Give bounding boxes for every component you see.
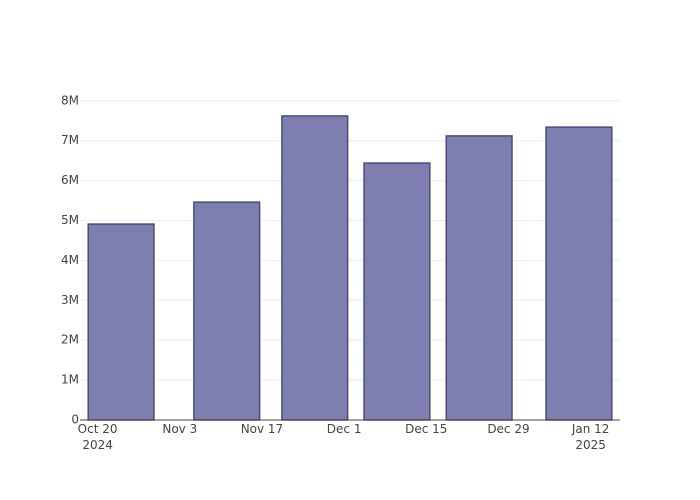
x-tick-label: Dec 29 [487,422,530,436]
y-tick-label: 3M [61,293,79,307]
bar [281,115,349,421]
x-tick-label: Jan 12 2025 [571,422,610,452]
y-tick-label: 0 [71,413,79,427]
bar [363,162,431,421]
y-tick-label: 2M [61,333,79,347]
y-tick-label: 8M [61,93,79,107]
bar [193,201,261,421]
y-tick-label: 6M [61,173,79,187]
bar [445,135,513,421]
y-tick-label: 1M [61,373,79,387]
y-tick-label: 5M [61,213,79,227]
bar [87,223,155,421]
x-tick-label: Nov 17 [240,422,284,436]
x-tick-label: Oct 20 2024 [77,422,118,452]
x-tick-label: Dec 15 [405,422,448,436]
x-tick-label: Nov 3 [162,422,198,436]
y-tick-label: 4M [61,253,79,267]
bar [545,126,613,421]
x-tick-label: Dec 1 [326,422,362,436]
y-tick-label: 7M [61,133,79,147]
